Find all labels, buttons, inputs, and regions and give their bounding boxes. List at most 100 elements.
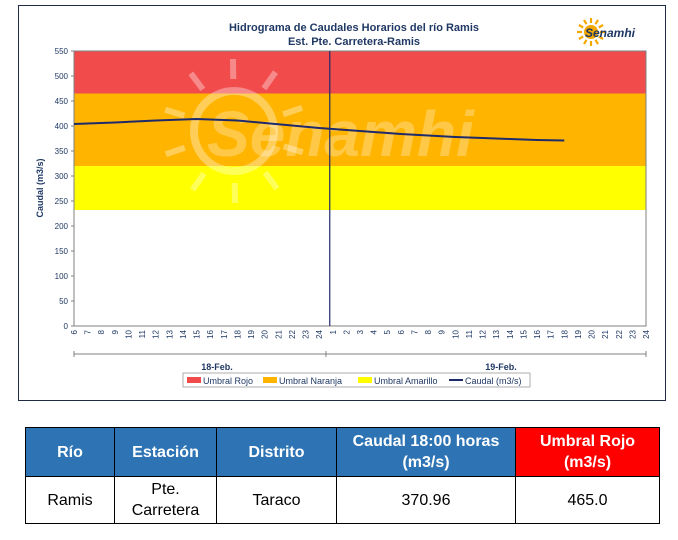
legend-swatch-naranja xyxy=(263,377,277,383)
cell-line: 465.0 xyxy=(567,491,608,509)
legend-label-naranja: Umbral Naranja xyxy=(279,376,342,386)
y-tick-label: 450 xyxy=(55,97,69,106)
chart-title: Hidrograma de Caudales Horarios del río … xyxy=(229,22,479,34)
table-header-row: Río Estación Distrito Caudal 18:00 horas… xyxy=(25,427,660,477)
watermark-text: Senamhi xyxy=(207,98,475,170)
y-tick-label: 50 xyxy=(59,297,68,306)
series-caudal-line xyxy=(73,117,565,142)
sun-ray xyxy=(583,19,588,25)
sun-ray xyxy=(598,24,604,29)
y-tick-label: 350 xyxy=(55,147,69,156)
legend-label-rojo: Umbral Rojo xyxy=(203,376,253,386)
legend: Umbral Rojo Umbral Naranja Umbral Amaril… xyxy=(182,372,531,388)
x-tick-label: 16 xyxy=(206,329,215,338)
hydrograph-chart: Senamhi 55050045040035030025020015010050… xyxy=(35,18,651,388)
x-tick-label: 6 xyxy=(397,329,406,334)
x-tick-label: 9 xyxy=(438,329,447,334)
day-label-2: 19-Feb. xyxy=(485,362,517,372)
watermark-ray xyxy=(190,171,207,192)
x-tick-label: 10 xyxy=(451,329,460,338)
watermark-ray xyxy=(282,104,304,118)
x-tick-label: 18 xyxy=(233,329,242,338)
x-tick-label: 6 xyxy=(70,329,79,334)
sun-ray xyxy=(578,35,584,40)
x-tick-label: 7 xyxy=(410,329,419,334)
sun-icon xyxy=(584,25,598,39)
sun-ray xyxy=(583,39,588,45)
y-tick-label: 400 xyxy=(55,122,69,131)
x-tick-label: 20 xyxy=(588,329,597,338)
x-tick-label: 8 xyxy=(424,329,433,334)
threshold-band-0 xyxy=(74,51,646,94)
sun-ray xyxy=(594,39,599,45)
x-tick-label: 21 xyxy=(601,329,610,338)
header-umbral-rojo: Umbral Rojo (m3/s) xyxy=(515,427,660,477)
x-axis: 6 7 8 9 10 11 12 13 14 15 16 17 18 19 20 21 22 23 24 1 2 3 4 5 6… xyxy=(70,329,651,357)
watermark-ray xyxy=(261,70,278,91)
x-tick-label: 10 xyxy=(124,329,133,338)
legend-box xyxy=(182,372,531,388)
plot-area xyxy=(73,50,647,327)
legend-label-amarillo: Umbral Amarillo xyxy=(374,376,438,386)
x-tick-label: 5 xyxy=(383,329,392,334)
x-tick-label: 11 xyxy=(465,329,474,338)
x-tick-label: 23 xyxy=(628,329,637,338)
watermark-logo xyxy=(164,58,304,204)
x-tick-label: 23 xyxy=(302,329,311,338)
x-tick-label: 16 xyxy=(533,329,542,338)
header-estacion: Estación xyxy=(114,427,217,477)
watermark-ray xyxy=(262,170,280,191)
x-tick-label: 14 xyxy=(179,329,188,338)
header-rio: Río xyxy=(25,427,115,477)
senamhi-logo: Senamhi xyxy=(577,18,636,46)
day-label-1: 18-Feb. xyxy=(201,362,233,372)
x-tick-label: 13 xyxy=(492,329,501,338)
cell-distrito: Taraco xyxy=(216,476,337,524)
x-tick-label: 21 xyxy=(274,329,283,338)
header-line: Distrito xyxy=(248,443,305,461)
header-line: (m3/s) xyxy=(563,454,612,471)
watermark-ray xyxy=(164,106,186,119)
header-line: Umbral Rojo xyxy=(539,433,636,450)
sun-ray xyxy=(594,19,599,25)
legend-swatch-amarillo xyxy=(358,377,372,383)
threshold-band-2 xyxy=(74,166,646,210)
x-tick-label: 24 xyxy=(642,329,651,338)
legend-swatch-rojo xyxy=(187,377,201,383)
watermark-ray xyxy=(164,144,186,158)
x-tick-label: 8 xyxy=(97,329,106,334)
x-tick-label: 18 xyxy=(560,329,569,338)
header-line: (m3/s) xyxy=(402,454,450,471)
x-tick-label: 24 xyxy=(315,329,324,338)
y-tick-label: 100 xyxy=(55,272,69,281)
legend-label-caudal: Caudal (m3/s) xyxy=(465,376,522,386)
x-tick-label: 20 xyxy=(261,329,270,338)
x-tick-label: 7 xyxy=(84,329,93,334)
cell-caudal: 370.96 xyxy=(336,476,516,524)
table-row: Ramis Pte. Carretera Taraco 370.96 465.0 xyxy=(25,476,660,524)
chart-frame: Senamhi 550 500 450 400 350 300 250 200 150 100 50… xyxy=(18,5,666,401)
y-tick-label: 550 xyxy=(55,47,69,56)
watermark-ray xyxy=(282,143,304,156)
cell-line: Ramis xyxy=(47,491,93,509)
normal-band xyxy=(74,210,646,326)
x-tick-label: 11 xyxy=(138,329,147,338)
y-tick-label: 0 xyxy=(64,322,69,331)
x-tick-label: 15 xyxy=(519,329,528,338)
y-tick-label: 300 xyxy=(55,172,69,181)
header-line: Río xyxy=(57,443,83,461)
x-tick-label: 17 xyxy=(220,329,229,338)
x-tick-label: 17 xyxy=(547,329,556,338)
summary-table: Río Estación Distrito Caudal 18:00 horas… xyxy=(25,427,660,524)
logo-text: Senamhi xyxy=(585,26,636,40)
header-caudal: Caudal 18:00 horas (m3/s) xyxy=(336,427,516,477)
x-tick-label: 13 xyxy=(165,329,174,338)
x-tick-label: 12 xyxy=(152,329,161,338)
x-tick-label: 14 xyxy=(506,329,515,338)
x-tick-label: 3 xyxy=(356,329,365,334)
y-tick-label: 200 xyxy=(55,222,69,231)
x-tick-label: 15 xyxy=(193,329,202,338)
header-distrito: Distrito xyxy=(216,427,337,477)
x-tick-label: 12 xyxy=(479,329,488,338)
